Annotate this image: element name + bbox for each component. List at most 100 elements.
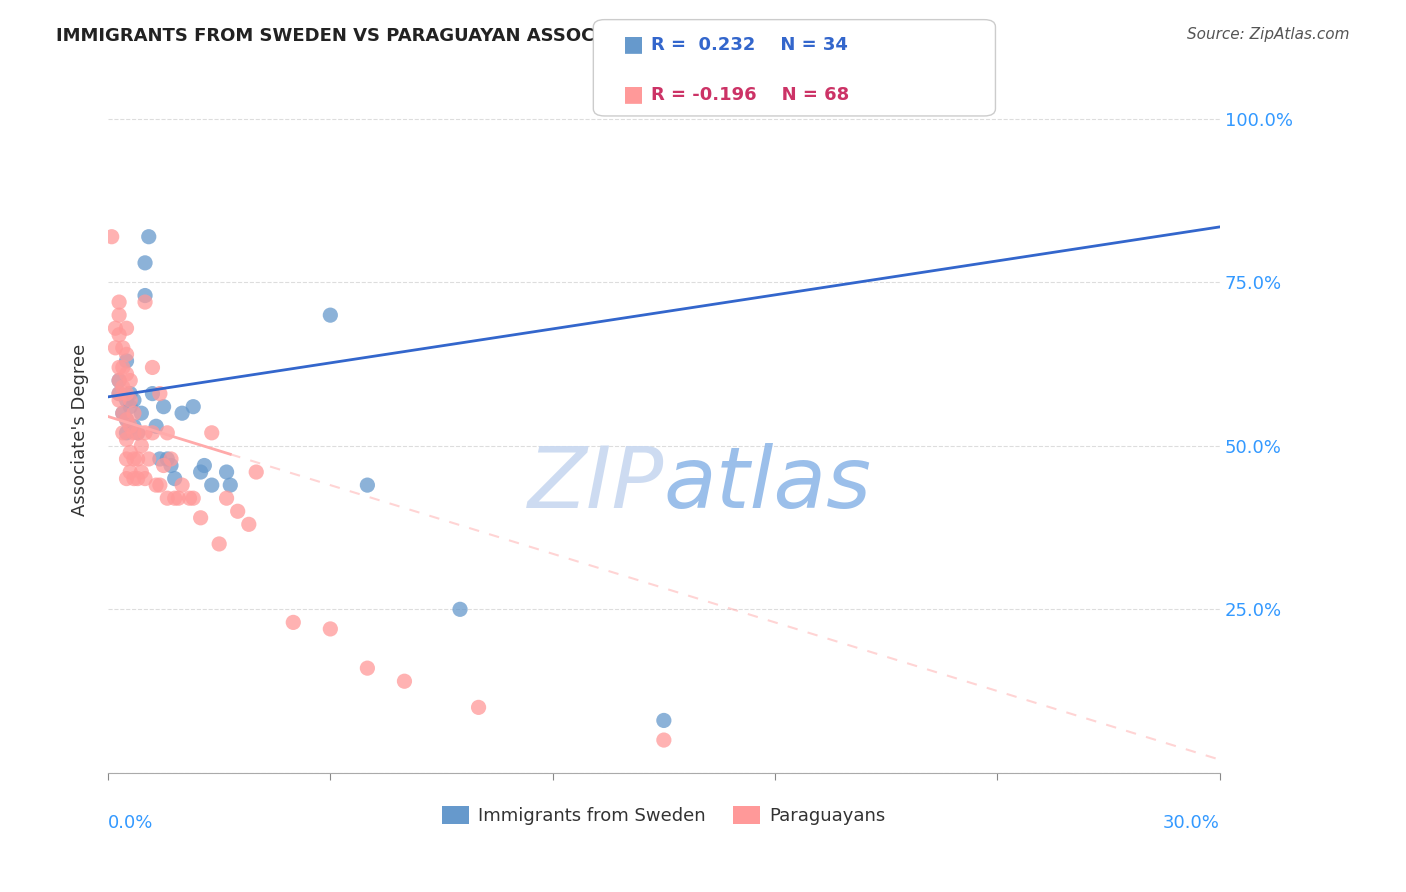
Point xyxy=(652,733,675,747)
Point xyxy=(215,465,238,479)
Point xyxy=(120,419,142,434)
Text: R = -0.196    N = 68: R = -0.196 N = 68 xyxy=(651,86,849,103)
Point xyxy=(115,393,138,408)
Point xyxy=(356,661,378,675)
Point xyxy=(111,425,134,440)
Point xyxy=(131,406,153,420)
Point xyxy=(215,491,238,506)
Point xyxy=(111,341,134,355)
Point xyxy=(104,341,127,355)
Legend: Immigrants from Sweden, Paraguayans: Immigrants from Sweden, Paraguayans xyxy=(434,798,893,832)
Point xyxy=(152,400,174,414)
Y-axis label: Associate's Degree: Associate's Degree xyxy=(72,343,89,516)
Point xyxy=(108,386,131,401)
Point xyxy=(127,425,149,440)
Point xyxy=(120,400,142,414)
Point xyxy=(108,295,131,310)
Point xyxy=(115,367,138,381)
Point xyxy=(226,504,249,518)
Text: ■: ■ xyxy=(623,35,644,54)
Point xyxy=(245,465,267,479)
Point xyxy=(127,425,149,440)
Point xyxy=(122,393,145,408)
Point xyxy=(145,478,167,492)
Point xyxy=(122,419,145,434)
Point xyxy=(179,491,201,506)
Point xyxy=(156,452,179,467)
Text: IMMIGRANTS FROM SWEDEN VS PARAGUAYAN ASSOCIATE'S DEGREE CORRELATION CHART: IMMIGRANTS FROM SWEDEN VS PARAGUAYAN ASS… xyxy=(56,27,965,45)
Point xyxy=(134,295,156,310)
Point xyxy=(131,465,153,479)
Point xyxy=(100,229,122,244)
Point xyxy=(145,419,167,434)
Point xyxy=(156,425,179,440)
Point xyxy=(115,413,138,427)
Point xyxy=(115,413,138,427)
Point xyxy=(149,386,172,401)
Text: Source: ZipAtlas.com: Source: ZipAtlas.com xyxy=(1187,27,1350,42)
Point xyxy=(111,360,134,375)
Point xyxy=(141,360,163,375)
Point xyxy=(115,425,138,440)
Point xyxy=(134,256,156,270)
Text: 0.0%: 0.0% xyxy=(108,814,153,832)
Point xyxy=(115,354,138,368)
Point xyxy=(319,622,342,636)
Point xyxy=(120,465,142,479)
Point xyxy=(108,374,131,388)
Point xyxy=(172,406,194,420)
Point xyxy=(115,386,138,401)
Point xyxy=(120,374,142,388)
Point xyxy=(208,537,231,551)
Point xyxy=(108,386,131,401)
Text: 30.0%: 30.0% xyxy=(1163,814,1220,832)
Point xyxy=(108,393,131,408)
Point xyxy=(283,615,305,630)
Point xyxy=(190,465,212,479)
Point xyxy=(449,602,471,616)
Point xyxy=(122,425,145,440)
Point xyxy=(122,452,145,467)
Point xyxy=(356,478,378,492)
Point xyxy=(115,347,138,361)
Point xyxy=(115,321,138,335)
Point xyxy=(394,674,416,689)
Point xyxy=(127,472,149,486)
Point xyxy=(149,452,172,467)
Point xyxy=(120,393,142,408)
Text: ZIP: ZIP xyxy=(527,443,664,526)
Point xyxy=(163,472,186,486)
Point xyxy=(111,406,134,420)
Point xyxy=(152,458,174,473)
Text: atlas: atlas xyxy=(664,443,872,526)
Point xyxy=(163,491,186,506)
Point xyxy=(138,229,160,244)
Point xyxy=(319,308,342,322)
Point xyxy=(160,452,183,467)
Point xyxy=(134,425,156,440)
Point xyxy=(149,478,172,492)
Point xyxy=(111,380,134,394)
Point xyxy=(467,700,489,714)
Point xyxy=(181,400,204,414)
Point xyxy=(167,491,190,506)
Point xyxy=(115,452,138,467)
Point xyxy=(134,288,156,302)
Point xyxy=(131,439,153,453)
Point xyxy=(120,445,142,459)
Point xyxy=(104,321,127,335)
Point xyxy=(108,327,131,342)
Point xyxy=(127,452,149,467)
Point xyxy=(138,452,160,467)
Point xyxy=(652,714,675,728)
Point xyxy=(141,425,163,440)
Point xyxy=(111,406,134,420)
Point xyxy=(201,478,224,492)
Point xyxy=(219,478,242,492)
Point xyxy=(122,406,145,420)
Point xyxy=(238,517,260,532)
Point xyxy=(201,425,224,440)
Point xyxy=(120,386,142,401)
Point xyxy=(115,433,138,447)
Point xyxy=(122,472,145,486)
